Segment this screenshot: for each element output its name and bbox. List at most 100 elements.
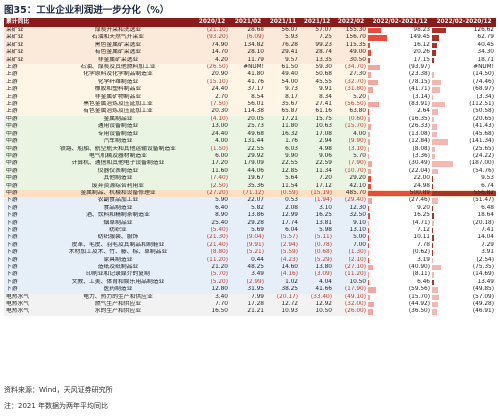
diff-bar [432, 302, 438, 308]
diff-value: (3.14) [412, 93, 430, 100]
diff-value: 6.74 [481, 182, 494, 189]
sector-cell: 上游 [4, 101, 42, 109]
value-cell: 28.74 [300, 49, 334, 57]
value-cell: (33.40) [300, 293, 334, 302]
diff-bar-cell: 16.25 [368, 212, 432, 220]
diff-bar [432, 50, 436, 56]
diff-bar-cell: (41.71) [368, 86, 432, 94]
industry-cell: 燃气生产和供应业 [42, 301, 194, 309]
table-row: 中游 其他制造业 (7.40) 19.67 5.64 7.20 29.20 22.00 9.53 [4, 175, 496, 183]
sector-cell: 下游 [4, 204, 42, 213]
header-cell: 2021/12 [300, 18, 334, 27]
value-cell: 8.54 [230, 93, 266, 102]
diff-value: (41.71) [408, 86, 430, 93]
sector-cell: 上游 [4, 71, 42, 79]
diff-value: 20.26 [413, 49, 430, 56]
value-cell: 99.23 [300, 41, 334, 50]
value-cell: 4.98 [300, 145, 334, 153]
diff-value: (41.43) [472, 123, 494, 130]
table-row: 电热水气 水的生产和供应业 16.50 21.21 10.93 10.50 (26.00) (… [4, 308, 496, 316]
value-cell: 3.49 [230, 271, 266, 279]
value-cell: 6.04 [266, 226, 300, 235]
sector-cell: 采矿业 [4, 49, 42, 57]
sector-cell: 下游 [4, 249, 42, 257]
value-cell: 9.57 [266, 56, 300, 65]
diff-bar [368, 294, 370, 301]
diff-bar [368, 161, 372, 167]
value-cell: 114.38 [230, 108, 266, 116]
diff-value: (187.00) [469, 160, 494, 167]
diff-bar [368, 198, 372, 204]
diff-bar [432, 161, 454, 167]
value-cell: 11.60 [194, 167, 230, 176]
profit-table: 累计同比 2020/12 2021/02 2021/11 2021/12 202… [4, 18, 496, 316]
diff-bar-cell: (93.97) [368, 64, 432, 72]
diff-bar-cell: (20.18) [432, 219, 496, 227]
value-cell: 5.00 [334, 234, 368, 242]
diff-value: 9.53 [481, 175, 494, 182]
value-cell: (5.20) [194, 278, 230, 287]
sector-cell: 上游 [4, 78, 42, 87]
diff-bar-cell: (74.46) [432, 78, 496, 87]
value-cell: (7.50) [194, 101, 230, 109]
diff-bar-cell: (14.50) [432, 71, 496, 79]
diff-value: (45.68) [472, 130, 494, 137]
value-cell: 9.91 [300, 86, 334, 94]
value-cell: (93.20) [194, 34, 230, 42]
diff-bar [432, 35, 440, 41]
diff-bar [432, 57, 435, 64]
header-cell: 2022/02-2020/12 [432, 18, 496, 27]
value-cell: 11.80 [266, 123, 300, 131]
value-cell: 7.00 [334, 241, 368, 250]
diff-bar-cell: 13.49 [432, 278, 496, 287]
value-cell: 38.25 [266, 286, 300, 294]
value-cell: (21.30) [194, 234, 230, 242]
value-cell: 29.92 [230, 152, 266, 161]
sector-cell: 上游 [4, 86, 42, 94]
diff-bar-cell: 3.91 [432, 249, 496, 257]
value-cell: 74.90 [194, 41, 230, 50]
industry-cell: 造纸及纸制品业 [42, 264, 194, 272]
sector-cell: 上游 [4, 64, 42, 72]
value-cell: (0.59) [266, 189, 300, 198]
diff-bar-cell: (0.62) [368, 249, 432, 257]
diff-bar [368, 287, 376, 293]
table-row: 中游 金属制品、机械和设备修理业 (27.20) (71.12) (0.59) (15.1… [4, 189, 496, 198]
value-cell: (71.12) [230, 189, 266, 198]
value-cell: 17.20 [194, 160, 230, 168]
table-row: 上游 非金属矿物制品业 2.70 8.54 8.17 8.34 5.20 (3.14) (3.3… [4, 93, 496, 102]
diff-bar [368, 168, 371, 175]
value-cell: 17.08 [300, 130, 334, 139]
value-cell: 485.70 [334, 189, 368, 198]
value-cell: (26.50) [194, 64, 230, 72]
diff-value: 16.12 [413, 41, 430, 48]
diff-value: 7.41 [481, 226, 494, 233]
value-cell: 49.00 [334, 49, 368, 57]
diff-bar [368, 176, 371, 182]
value-cell: 27.30 [334, 71, 368, 79]
table-row: 中游 电气机械及器材制造业 6.00 29.92 9.90 9.06 5.70 (3.36) (… [4, 152, 496, 161]
value-cell: 63.80 [334, 108, 368, 116]
diff-value: 7.29 [481, 241, 494, 248]
industry-cell: 电力、热力的生产和供应业 [42, 293, 194, 302]
diff-value: (141.34) [469, 138, 494, 145]
diff-bar [432, 287, 438, 293]
industry-cell: 酒、饮料和精制茶制造业 [42, 212, 194, 220]
value-cell: 12.92 [300, 301, 334, 309]
value-cell: 13.80 [300, 264, 334, 272]
value-cell: 0.53 [266, 197, 300, 205]
value-cell: (5.29) [300, 256, 334, 264]
value-cell: (0.78) [300, 241, 334, 250]
sector-cell: 下游 [4, 278, 42, 287]
diff-value: (75.35) [472, 264, 494, 270]
value-cell: 29.28 [230, 219, 266, 227]
diff-value: 14.04 [477, 234, 494, 241]
value-cell: 49.40 [266, 71, 300, 79]
value-cell: 5.98 [300, 226, 334, 235]
diff-value: 34.30 [477, 49, 494, 56]
diff-value: (78.15) [408, 78, 430, 85]
diff-bar-cell: (27.46) [368, 197, 432, 205]
industry-cell: 印刷业和记录媒介的复制 [42, 271, 194, 279]
industry-cell: 专用设备制造业 [42, 130, 194, 139]
diff-bar [432, 72, 434, 78]
